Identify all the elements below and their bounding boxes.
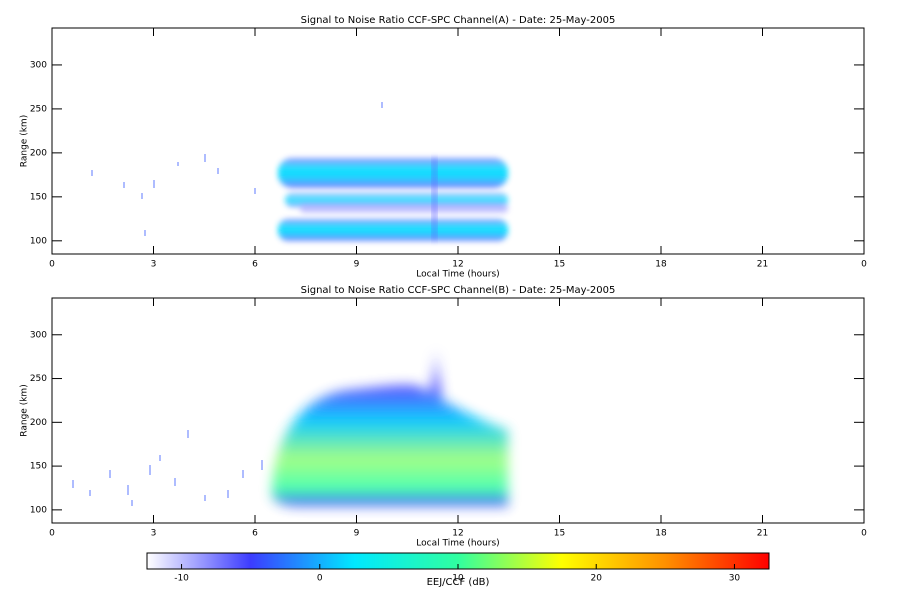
colorbar-tick-label: 10 — [452, 574, 464, 584]
colorbar-tick-label: 20 — [590, 574, 602, 584]
x-tick-label: 0 — [861, 260, 867, 270]
y-tick-label: 250 — [30, 104, 47, 114]
noise-speckle — [72, 102, 383, 506]
x-tick-label: 3 — [151, 260, 157, 270]
colorbar-tick-label: -10 — [174, 574, 189, 584]
panel-title: Signal to Noise Ratio CCF-SPC Channel(B)… — [301, 285, 616, 296]
x-tick-label: 18 — [655, 260, 667, 270]
y-tick-label: 200 — [30, 148, 47, 158]
y-tick-label: 300 — [30, 60, 47, 70]
x-tick-label: 15 — [554, 260, 565, 270]
x-tick-label: 6 — [252, 260, 258, 270]
echo-pattern-a — [278, 158, 508, 241]
x-axis-label: Local Time (hours) — [416, 539, 499, 549]
x-tick-label: 6 — [252, 529, 258, 539]
x-tick-label: 12 — [452, 529, 463, 539]
colorbar-tick-label: 0 — [317, 574, 323, 584]
y-tick-label: 300 — [30, 330, 47, 340]
x-tick-label: 0 — [49, 529, 55, 539]
x-tick-label: 21 — [757, 529, 768, 539]
colorbar-label: EEJ/CCF (dB) — [427, 577, 490, 588]
y-tick-label: 100 — [30, 236, 47, 246]
x-tick-label: 9 — [354, 260, 360, 270]
y-tick-label: 150 — [30, 192, 47, 202]
y-axis-label: Range (km) — [20, 384, 30, 436]
x-tick-label: 12 — [452, 260, 463, 270]
x-tick-label: 21 — [757, 260, 768, 270]
y-tick-label: 150 — [30, 462, 47, 472]
x-axis-label: Local Time (hours) — [416, 270, 499, 280]
y-axis-label: Range (km) — [20, 115, 30, 167]
x-tick-label: 0 — [49, 260, 55, 270]
x-tick-label: 9 — [354, 529, 360, 539]
colorbar-tick-label: 30 — [729, 574, 741, 584]
y-tick-label: 250 — [30, 374, 47, 384]
x-tick-label: 0 — [861, 529, 867, 539]
x-tick-label: 3 — [151, 529, 157, 539]
y-tick-label: 100 — [30, 505, 47, 515]
x-tick-label: 15 — [554, 529, 565, 539]
echo-pattern-b — [272, 350, 508, 506]
x-tick-label: 18 — [655, 529, 667, 539]
panel-title: Signal to Noise Ratio CCF-SPC Channel(A)… — [301, 15, 616, 26]
y-tick-label: 200 — [30, 418, 47, 428]
